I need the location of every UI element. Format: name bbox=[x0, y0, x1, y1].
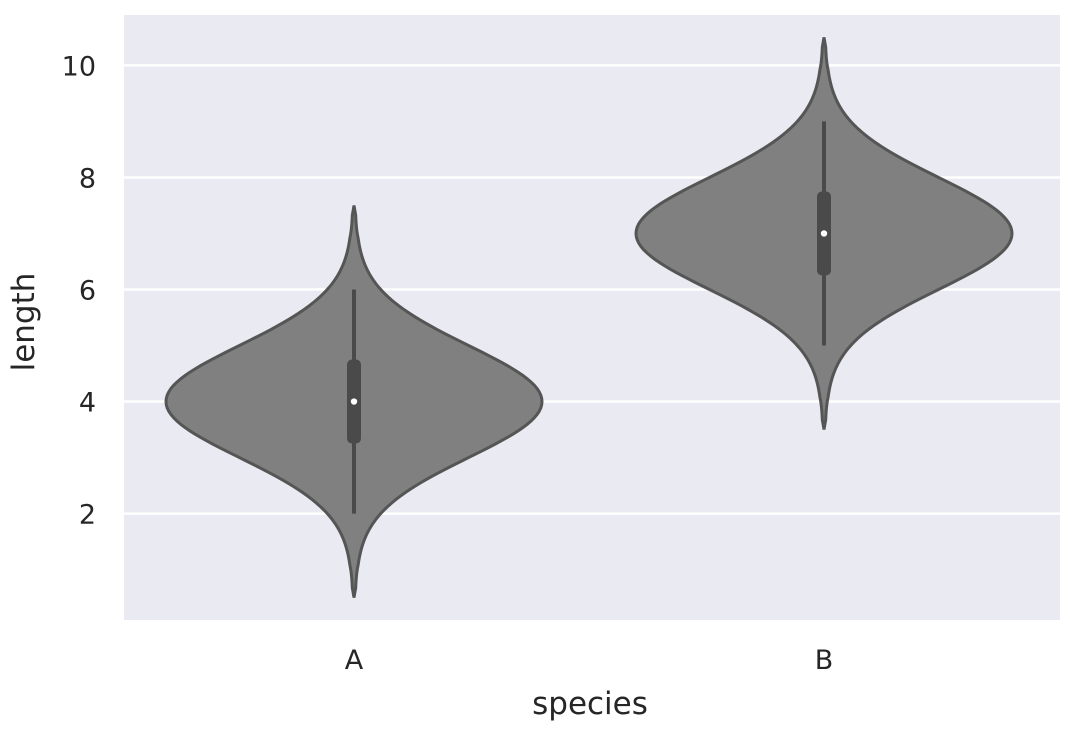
y-tick-label: 4 bbox=[79, 388, 96, 419]
y-tick-label: 6 bbox=[79, 275, 96, 306]
y-tick-label: 8 bbox=[79, 163, 96, 194]
y-axis-label: length bbox=[6, 273, 42, 372]
y-tick-label: 2 bbox=[79, 500, 96, 531]
x-axis-label: species bbox=[532, 686, 648, 722]
violin-median-dot bbox=[350, 398, 358, 405]
y-tick-label: 10 bbox=[62, 51, 96, 82]
violin-A bbox=[164, 205, 544, 598]
x-tick-label: B bbox=[815, 645, 834, 676]
violins bbox=[164, 37, 1014, 598]
y-tick-labels: 2 4 6 8 10 bbox=[62, 51, 96, 530]
violin-B bbox=[634, 37, 1014, 430]
x-tick-label: A bbox=[345, 645, 364, 676]
violin-median-dot bbox=[820, 230, 828, 237]
plot-area bbox=[124, 15, 1060, 620]
